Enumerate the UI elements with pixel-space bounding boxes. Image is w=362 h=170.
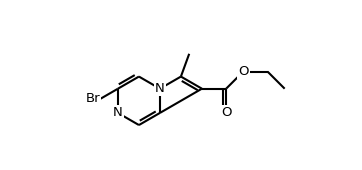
Text: N: N: [155, 82, 165, 95]
Text: Br: Br: [85, 92, 100, 106]
Text: N: N: [113, 106, 123, 120]
Text: O: O: [238, 65, 249, 78]
Text: O: O: [221, 106, 231, 120]
